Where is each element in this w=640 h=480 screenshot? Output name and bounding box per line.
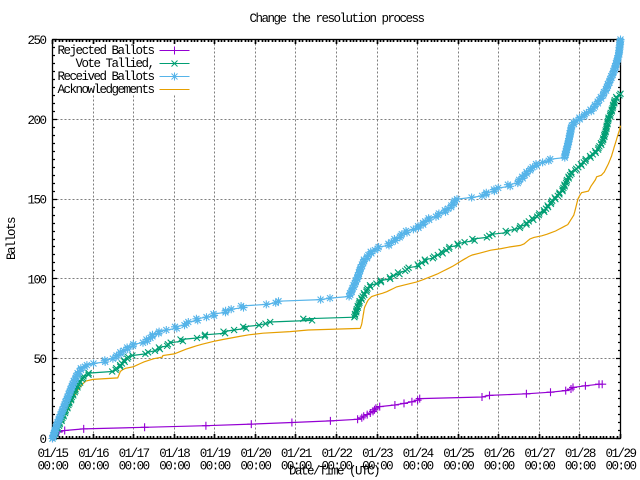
svg-text:Rejected Ballots: Rejected Ballots bbox=[57, 44, 154, 58]
svg-text:00:00: 00:00 bbox=[321, 460, 352, 474]
svg-text:00:00: 00:00 bbox=[159, 460, 190, 474]
svg-text:00:00: 00:00 bbox=[37, 460, 68, 474]
svg-text:01/27: 01/27 bbox=[524, 447, 555, 461]
svg-text:Date/Time (UTC): Date/Time (UTC) bbox=[289, 464, 379, 478]
svg-text:250: 250 bbox=[27, 34, 46, 48]
svg-text:00:00: 00:00 bbox=[119, 460, 150, 474]
svg-text:Ballots: Ballots bbox=[5, 217, 19, 260]
svg-text:Change the resolution process: Change the resolution process bbox=[249, 12, 424, 26]
svg-text:00:00: 00:00 bbox=[78, 460, 109, 474]
svg-text:01/16: 01/16 bbox=[78, 447, 109, 461]
svg-text:00:00: 00:00 bbox=[524, 460, 555, 474]
svg-text:0: 0 bbox=[39, 433, 46, 447]
svg-text:01/25: 01/25 bbox=[443, 447, 474, 461]
svg-text:01/28: 01/28 bbox=[565, 447, 596, 461]
svg-text:00:00: 00:00 bbox=[484, 460, 515, 474]
svg-text:100: 100 bbox=[27, 273, 46, 287]
svg-text:01/24: 01/24 bbox=[403, 447, 434, 461]
svg-text:01/26: 01/26 bbox=[484, 447, 515, 461]
svg-text:00:00: 00:00 bbox=[605, 460, 636, 474]
svg-text:Received Ballots: Received Ballots bbox=[57, 70, 154, 84]
svg-text:01/21: 01/21 bbox=[281, 447, 312, 461]
svg-text:01/29: 01/29 bbox=[605, 447, 636, 461]
svg-text:01/23: 01/23 bbox=[362, 447, 393, 461]
svg-text:01/18: 01/18 bbox=[159, 447, 190, 461]
svg-text:00:00: 00:00 bbox=[200, 460, 231, 474]
svg-text:01/22: 01/22 bbox=[321, 447, 352, 461]
svg-text:150: 150 bbox=[27, 194, 46, 208]
svg-text:01/15: 01/15 bbox=[37, 447, 68, 461]
svg-text:00:00: 00:00 bbox=[403, 460, 434, 474]
svg-text:50: 50 bbox=[33, 353, 46, 367]
svg-text:01/19: 01/19 bbox=[200, 447, 231, 461]
svg-text:Acknowledgements: Acknowledgements bbox=[57, 83, 154, 97]
svg-text:00:00: 00:00 bbox=[240, 460, 271, 474]
svg-text:00:00: 00:00 bbox=[565, 460, 596, 474]
svg-text:01/17: 01/17 bbox=[119, 447, 150, 461]
svg-text:01/20: 01/20 bbox=[240, 447, 271, 461]
svg-text:00:00: 00:00 bbox=[362, 460, 393, 474]
svg-text:Vote Tallied,: Vote Tallied, bbox=[75, 57, 153, 71]
svg-text:200: 200 bbox=[27, 114, 46, 128]
svg-text:00:00: 00:00 bbox=[443, 460, 474, 474]
svg-text:00:00: 00:00 bbox=[281, 460, 312, 474]
